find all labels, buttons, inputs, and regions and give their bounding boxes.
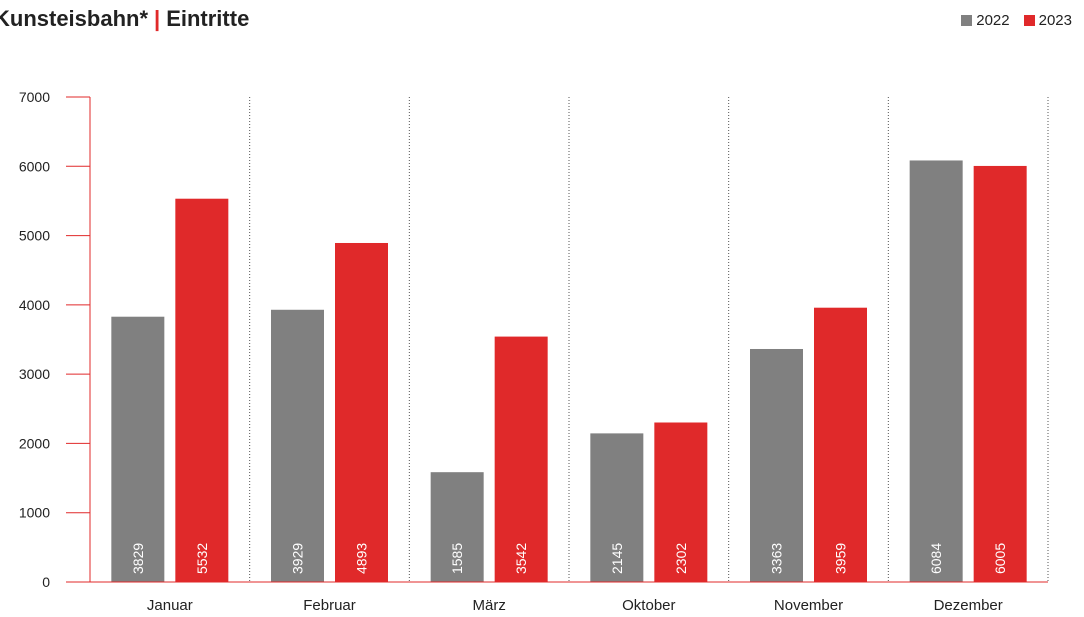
bar-2022 <box>430 472 484 582</box>
bar-2023 <box>654 422 708 582</box>
bar-2023 <box>175 198 229 582</box>
y-tick-label: 4000 <box>19 297 50 313</box>
y-tick-label: 3000 <box>19 366 50 382</box>
legend-label-2022: 2022 <box>976 12 1010 29</box>
bar-value-label: 3959 <box>833 543 849 574</box>
y-tick-label: 5000 <box>19 228 50 244</box>
title-separator: | <box>154 6 161 31</box>
y-tick-label: 7000 <box>19 89 50 105</box>
bar-2023 <box>335 242 388 583</box>
bar-2022 <box>271 309 324 582</box>
bar-2022 <box>909 160 963 583</box>
title-sub: Eintritte <box>166 6 250 31</box>
bar-value-label: 2302 <box>673 543 689 574</box>
y-tick-label: 2000 <box>19 435 50 451</box>
bar-2022 <box>750 348 803 582</box>
legend-item-2022: 2022 <box>961 12 1010 29</box>
x-category-label: November <box>774 597 843 614</box>
bar-value-label: 4893 <box>354 543 370 574</box>
bar-2023 <box>494 336 548 582</box>
bar-value-label: 1585 <box>449 543 465 574</box>
x-category-label: März <box>472 597 505 614</box>
bar-2023 <box>814 307 867 582</box>
bar-value-label: 6084 <box>928 543 944 574</box>
title-main: Kunsteisbahn* <box>0 6 149 31</box>
bar-value-label: 3542 <box>513 543 529 574</box>
y-tick-label: 0 <box>42 574 50 590</box>
y-tick-label: 6000 <box>19 158 50 174</box>
bar-value-label: 3829 <box>130 543 146 574</box>
bar-value-label: 5532 <box>194 543 210 574</box>
chart-title: Kunsteisbahn* | Eintritte <box>0 6 249 32</box>
bar-2022 <box>111 316 165 582</box>
bar-2022 <box>590 433 644 582</box>
chart-legend: 2022 2023 <box>961 12 1072 29</box>
bar-value-label: 6005 <box>992 543 1008 574</box>
legend-swatch-2022 <box>961 15 973 26</box>
x-category-label: Januar <box>147 597 193 614</box>
legend-swatch-2023 <box>1023 15 1035 26</box>
legend-label-2023: 2023 <box>1038 12 1072 29</box>
x-category-label: Oktober <box>622 597 675 614</box>
legend-item-2023: 2023 <box>1023 12 1072 29</box>
bar-2023 <box>973 165 1027 583</box>
bar-value-label: 3929 <box>290 543 306 574</box>
bar-value-label: 3363 <box>769 543 785 574</box>
x-category-label: Februar <box>303 597 356 614</box>
bar-value-label: 2145 <box>609 543 625 574</box>
x-category-label: Dezember <box>934 597 1003 614</box>
y-tick-label: 1000 <box>19 505 50 521</box>
